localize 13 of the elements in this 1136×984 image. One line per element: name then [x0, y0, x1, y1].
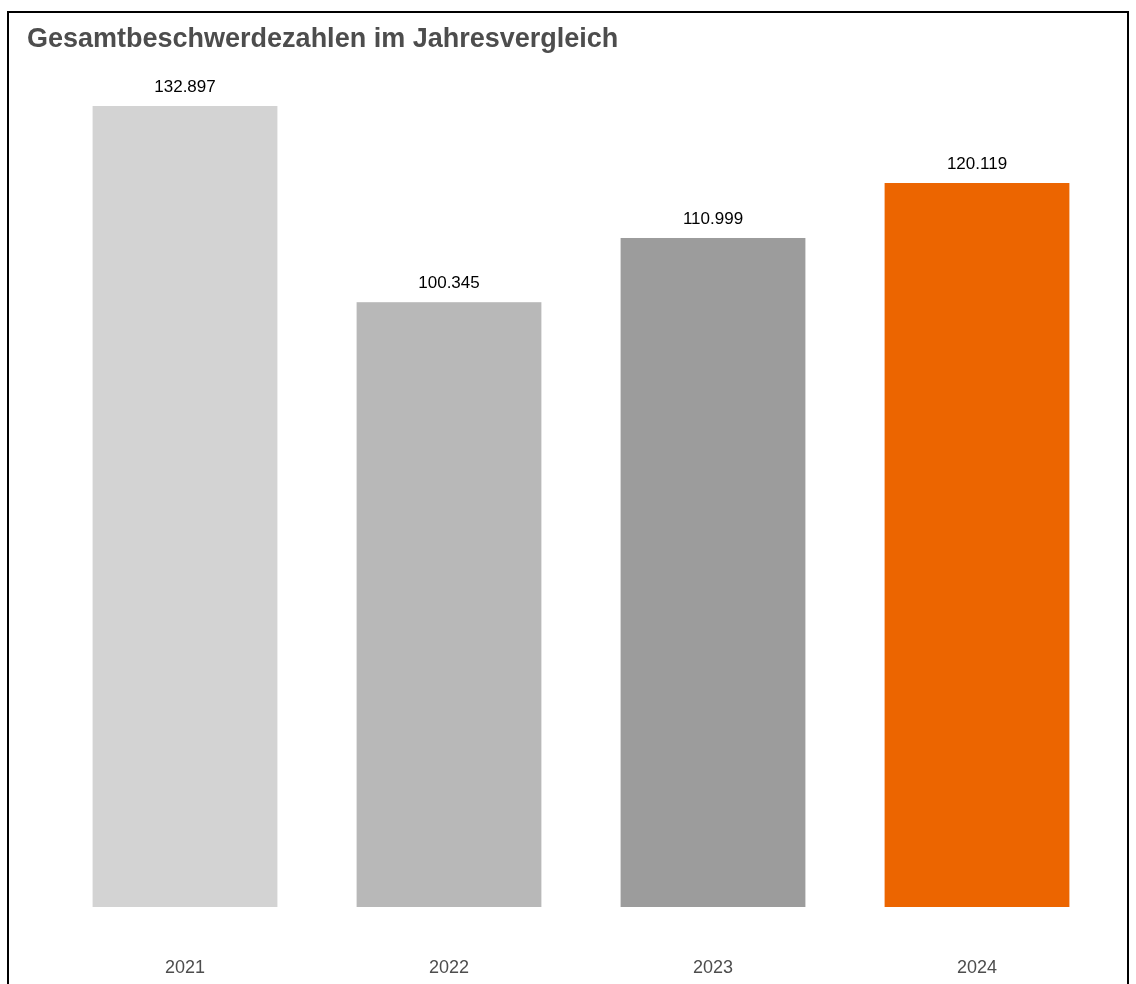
bar [620, 237, 806, 907]
bar [884, 183, 1070, 907]
x-tick-label: 2021 [164, 957, 206, 977]
x-tick-label: 2024 [956, 957, 998, 977]
bar [356, 302, 542, 907]
data-label: 100.345 [418, 273, 480, 293]
chart-title: Gesamtbeschwerdezahlen im Jahresvergleich [27, 23, 619, 53]
bar [92, 106, 278, 907]
data-label: 110.999 [682, 208, 744, 228]
x-tick-label: 2023 [692, 957, 734, 977]
data-label: 132.897 [154, 77, 216, 96]
x-tick-label: 2022 [428, 957, 470, 977]
data-label: 120.119 [946, 154, 1008, 174]
